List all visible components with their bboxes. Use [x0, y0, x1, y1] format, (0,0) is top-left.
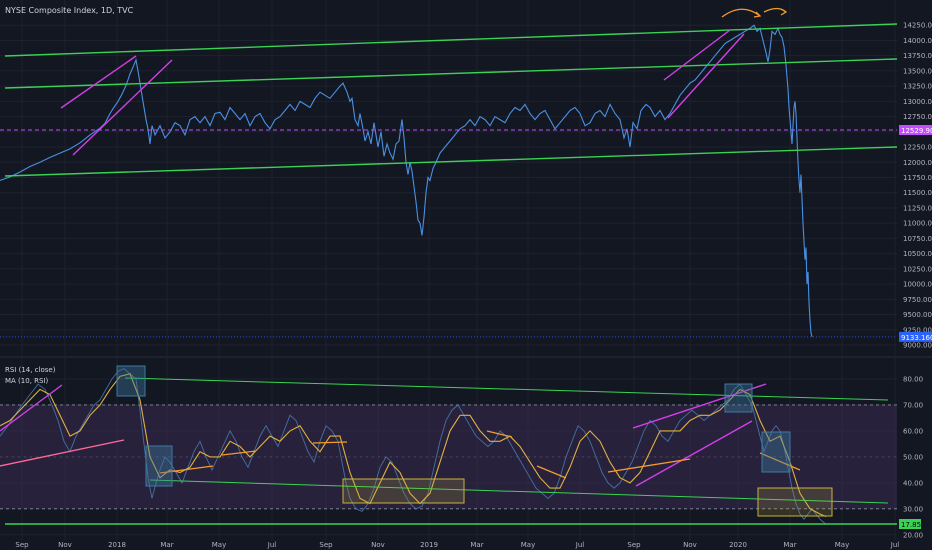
x-tick-label: 2018	[108, 541, 126, 549]
x-tick-label: Mar	[160, 541, 173, 549]
price-tick-label: 13750.000	[903, 52, 932, 60]
price-tick-label: 11250.000	[903, 204, 932, 212]
rsi-descending-green-line[interactable]	[124, 377, 889, 401]
price-tick-label: 11000.000	[903, 220, 932, 228]
axes-layer: Sep Nov 2018 Mar May Jul Sep Nov 2019 Mar May Jul Se…	[0, 22, 932, 549]
price-tick-label: 14000.000	[903, 37, 932, 45]
rsi-ma-indicator-label[interactable]: MA (10, RSI)	[5, 377, 49, 385]
rsi-pink-trend-line[interactable]	[0, 439, 125, 467]
rsi-tick-label: 40.00	[903, 479, 923, 487]
rsi-last-badge	[899, 519, 921, 529]
channel-mid-line[interactable]	[4, 58, 898, 89]
rsi-tick-label: 70.00	[903, 401, 923, 409]
price-tick-label: 9000.000	[903, 342, 932, 350]
rsi-highlight-box[interactable]	[145, 445, 173, 487]
price-tick-label: 9250.000	[903, 326, 932, 334]
rsi-last-text: 17.85	[901, 521, 921, 529]
series-layer	[0, 24, 827, 525]
price-tick-label: 11500.000	[903, 189, 932, 197]
rsi-tick-label: 30.00	[903, 505, 923, 513]
price-tick-label: 9750.000	[903, 296, 932, 304]
magenta-trend-line[interactable]	[72, 59, 173, 156]
rsi-orange-trend-line[interactable]	[312, 441, 348, 444]
drawings-layer[interactable]	[0, 7, 898, 525]
x-tick-label: Mar	[470, 541, 483, 549]
price-tick-label: 10000.000	[903, 281, 932, 289]
level-price-badge	[899, 124, 932, 135]
magenta-trend-line[interactable]	[60, 55, 137, 109]
magenta-trend-line[interactable]	[632, 383, 767, 429]
price-tick-label: 12000.000	[903, 159, 932, 167]
rsi-tick-label: 80.00	[903, 375, 923, 383]
magenta-trend-line[interactable]	[663, 29, 731, 81]
x-tick-label: 2019	[420, 541, 438, 549]
x-tick-label: Jul	[890, 541, 900, 549]
x-tick-label: 2020	[729, 541, 747, 549]
price-line	[0, 24, 813, 338]
x-tick-label: Mar	[783, 541, 796, 549]
x-tick-label: Jul	[575, 541, 585, 549]
price-tick-label: 10750.000	[903, 235, 932, 243]
level-price-text: 12529.902	[901, 127, 932, 135]
orange-arrowhead[interactable]	[753, 11, 762, 18]
magenta-trend-line[interactable]	[635, 420, 753, 487]
x-tick-label: May	[521, 541, 535, 549]
rsi-highlight-box[interactable]	[724, 383, 753, 413]
rsi-orange-trend-line[interactable]	[221, 450, 257, 456]
rsi-orange-trend-line[interactable]	[486, 430, 513, 438]
rsi-ascending-green-line[interactable]	[149, 479, 889, 504]
rsi-line	[0, 368, 827, 525]
x-tick-label: Nov	[58, 541, 72, 549]
rsi-tick-label: 50.00	[903, 453, 923, 461]
x-tick-label: Sep	[15, 541, 29, 549]
x-tick-label: May	[212, 541, 226, 549]
rsi-indicator-label[interactable]: RSI (14, close)	[5, 366, 56, 374]
x-tick-label: Nov	[683, 541, 697, 549]
price-tick-label: 9500.000	[903, 311, 932, 319]
rsi-tick-label: 20.00	[903, 531, 923, 539]
price-tick-label: 12250.000	[903, 144, 932, 152]
rsi-orange-trend-line[interactable]	[536, 465, 567, 479]
price-tick-label: 10500.000	[903, 250, 932, 258]
magenta-trend-line[interactable]	[0, 384, 63, 432]
price-tick-label: 13000.000	[903, 98, 932, 106]
rsi-highlight-box[interactable]	[761, 431, 791, 473]
x-tick-label: Sep	[319, 541, 333, 549]
price-tick-label: 13250.000	[903, 83, 932, 91]
orange-arrowhead[interactable]	[780, 8, 788, 16]
rsi-ma-line	[0, 373, 827, 518]
price-tick-label: 10250.000	[903, 265, 932, 273]
price-tick-label: 12750.000	[903, 113, 932, 121]
rsi-orange-trend-line[interactable]	[159, 465, 214, 474]
rsi-highlight-box[interactable]	[116, 365, 146, 397]
price-tick-label: 11750.000	[903, 174, 932, 182]
price-tick-label: 14250.000	[903, 22, 932, 30]
x-tick-label: May	[835, 541, 849, 549]
rsi-oversold-box[interactable]	[757, 487, 833, 517]
x-tick-label: Jul	[267, 541, 277, 549]
chart-title: NYSE Composite Index, 1D, TVC	[5, 6, 134, 15]
rsi-oversold-box[interactable]	[342, 478, 465, 504]
rsi-orange-trend-line[interactable]	[607, 458, 691, 473]
rsi-orange-trend-line[interactable]	[759, 452, 801, 471]
x-tick-label: Nov	[371, 541, 385, 549]
last-price-text: 9133.160	[901, 334, 932, 342]
last-price-badge	[899, 331, 932, 342]
x-tick-label: Sep	[627, 541, 641, 549]
orange-arc-arrow[interactable]	[721, 8, 761, 18]
rsi-tick-label: 60.00	[903, 427, 923, 435]
magenta-trend-line[interactable]	[667, 33, 745, 119]
channel-bottom-line[interactable]	[4, 146, 898, 177]
channel-top-line[interactable]	[4, 23, 898, 57]
price-tick-label: 13500.000	[903, 67, 932, 75]
